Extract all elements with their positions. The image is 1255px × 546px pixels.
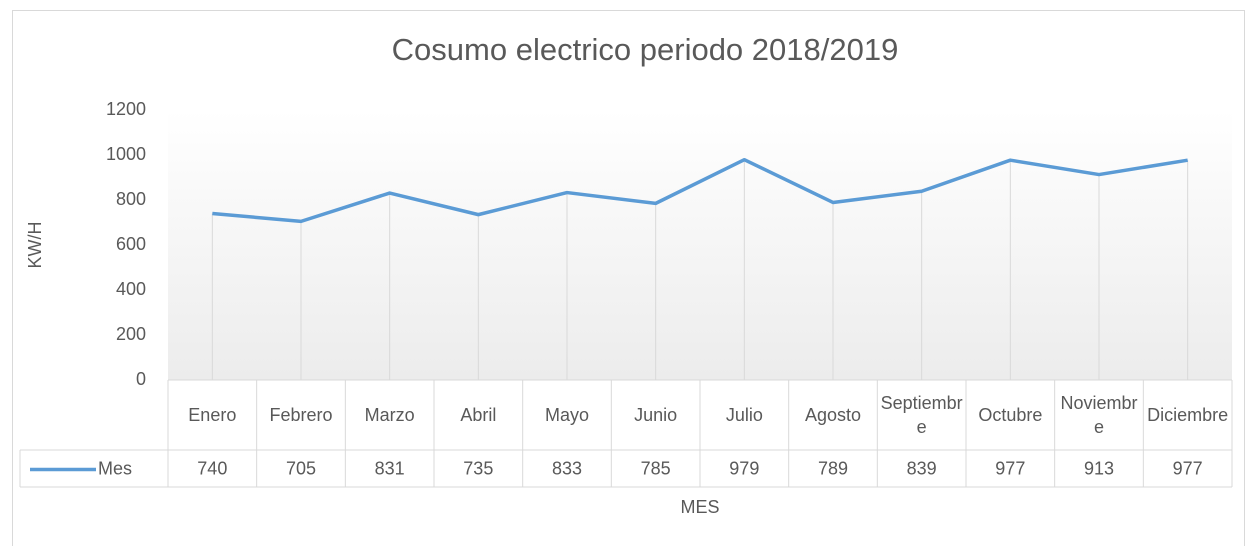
x-tick-cell: Marzo (364, 405, 415, 425)
table-value: 735 (463, 458, 493, 478)
x-tick-cell: Septiembre (880, 393, 963, 437)
table-value: 705 (286, 458, 316, 478)
x-tick-label: Marzo (364, 405, 415, 425)
y-axis-label: KW/H (25, 222, 45, 269)
x-tick-cell: Agosto (804, 405, 861, 425)
x-tick-cell: Diciembre (1147, 405, 1229, 425)
x-tick-label: Diciembre (1147, 405, 1229, 425)
x-tick-cell: Abril (460, 405, 497, 425)
y-tick-label: 1000 (106, 144, 146, 164)
x-axis-label: MES (680, 497, 719, 517)
x-tick-label: Agosto (804, 405, 861, 425)
table-value: 839 (907, 458, 937, 478)
x-tick-label: Enero (188, 405, 237, 425)
series-line (212, 157, 1188, 224)
table-value: 740 (197, 458, 227, 478)
y-tick-label: 1200 (106, 99, 146, 119)
y-tick-label: 600 (116, 234, 146, 254)
chart-title: Cosumo electrico periodo 2018/2019 (392, 32, 899, 67)
table-value: 833 (552, 458, 582, 478)
x-tick-label: Noviembre (1060, 393, 1138, 437)
y-tick-label: 0 (136, 369, 146, 389)
x-tick-label: Julio (725, 405, 763, 425)
x-tick-label: Septiembre (880, 393, 963, 437)
y-tick-label: 200 (116, 324, 146, 344)
x-tick-cell: Febrero (269, 405, 333, 425)
x-tick-label: Mayo (544, 405, 589, 425)
table-value: 979 (729, 458, 759, 478)
x-tick-label: Abril (460, 405, 497, 425)
x-tick-cell: Enero (188, 405, 237, 425)
y-tick-label: 400 (116, 279, 146, 299)
legend-label: Mes (98, 458, 132, 478)
x-tick-cell: Mayo (544, 405, 589, 425)
x-tick-label: Febrero (269, 405, 333, 425)
x-tick-label: Junio (634, 405, 678, 425)
table-value: 789 (818, 458, 848, 478)
table-value: 977 (1173, 458, 1203, 478)
x-tick-cell: Noviembre (1060, 393, 1138, 437)
x-tick-cell: Octubre (978, 405, 1043, 425)
table-value: 785 (641, 458, 671, 478)
x-tick-cell: Julio (725, 405, 763, 425)
x-tick-label: Octubre (978, 405, 1043, 425)
x-tick-cell: Junio (634, 405, 678, 425)
table-value: 913 (1084, 458, 1114, 478)
table-value: 977 (995, 458, 1025, 478)
plot-area (168, 110, 1232, 380)
y-tick-label: 800 (116, 189, 146, 209)
table-value: 831 (375, 458, 405, 478)
